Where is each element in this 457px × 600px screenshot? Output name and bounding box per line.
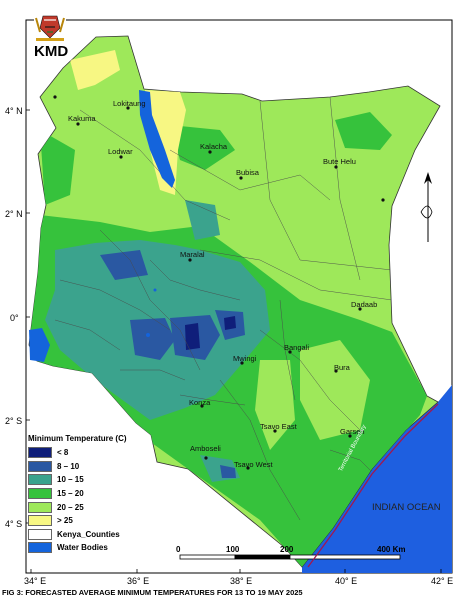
legend-item: > 25: [28, 514, 152, 528]
lake-baringo: [153, 288, 157, 292]
zone-20-25-tsavo: [255, 360, 295, 450]
legend-swatch: [28, 474, 52, 486]
legend-label: Kenya_Counties: [57, 529, 120, 539]
scale-bar: [179, 554, 401, 560]
coat-of-arms-emblem: [34, 12, 66, 42]
town-label-lokitaung: Lokitaung: [113, 99, 146, 108]
legend-swatch: [28, 460, 52, 472]
zone-15-20-north: [170, 125, 235, 170]
north-arrow-icon: [420, 172, 433, 242]
legend-swatch: [28, 542, 52, 554]
legend-label: 20 – 25: [57, 502, 84, 512]
scale-tick-100: 100: [226, 545, 240, 554]
legend-label: < 8: [57, 448, 69, 458]
town-label-bute-helu: Bute Helu: [323, 157, 356, 166]
indian-ocean: [302, 385, 452, 573]
lon-label-38e: 38° E: [230, 576, 253, 586]
lon-label-36e: 36° E: [127, 576, 150, 586]
town-label-garsen: Garsen: [340, 427, 365, 436]
legend-swatch: [28, 501, 52, 513]
town-label-maralal: Maralal: [180, 250, 205, 259]
lat-label-2s: 2° S: [5, 416, 23, 426]
scale-tick-0: 0: [176, 545, 181, 554]
town-label-konza: Konza: [189, 398, 211, 407]
zone-gt25-lake-turkana-east: [145, 90, 186, 195]
legend-label: 8 – 10: [57, 461, 80, 471]
lat-label-2n: 2° N: [5, 209, 23, 219]
town-label-bura: Bura: [334, 363, 350, 372]
legend-swatch: [28, 447, 52, 459]
town-label-mwingi: Mwingi: [233, 354, 257, 363]
lake-naivasha: [146, 333, 150, 337]
legend-item: 15 – 20: [28, 487, 152, 501]
scale-tick-200: 200: [280, 545, 294, 554]
legend-label: 15 – 20: [57, 489, 84, 499]
town-label-dadaab: Dadaab: [351, 300, 378, 309]
legend-swatch: [28, 528, 52, 540]
zone-8-10-mau: [130, 318, 175, 360]
legend-swatch: [28, 488, 52, 500]
figure-caption: FIG 3: FORECASTED AVERAGE MINIMUM TEMPER…: [2, 588, 303, 597]
legend-item: 20 – 25: [28, 500, 152, 514]
lon-label-34e: 34° E: [24, 576, 47, 586]
legend-swatch: [28, 515, 52, 527]
lat-label-4s: 4° S: [5, 519, 23, 529]
lat-label-0: 0°: [10, 313, 19, 323]
agency-label: KMD: [34, 43, 69, 60]
zone-20-25-east: [300, 340, 370, 440]
zone-lt8-aberdares: [185, 323, 200, 350]
zone-lt8-mtkenya: [224, 316, 236, 330]
town-label-tsavo-west: Tsavo West: [234, 460, 273, 469]
lake-turkana: [139, 90, 175, 188]
town-label-amboseli: Amboseli: [190, 444, 221, 453]
legend-item: Kenya_Counties: [28, 528, 152, 542]
legend-label: 10 – 15: [57, 475, 84, 485]
graticule-ticks: [26, 109, 442, 573]
zone-10-15-north: [185, 200, 220, 240]
scale-tick-400: 400 Km: [377, 545, 406, 554]
zone-8-10-south: [220, 465, 236, 478]
legend-label: Water Bodies: [57, 543, 108, 553]
legend-item: 8 – 10: [28, 460, 152, 474]
zone-gt25-northwest: [70, 50, 120, 90]
legend-item: < 8: [28, 446, 152, 460]
town-label-lodwar: Lodwar: [108, 147, 133, 156]
town-label-tsavo-east: Tsavo East: [260, 422, 297, 431]
ocean-label: INDIAN OCEAN: [372, 502, 441, 513]
zone-15-20-west: [40, 130, 75, 205]
territorial-boundary-line: [307, 403, 439, 568]
lon-label-42e: 42° E: [431, 576, 454, 586]
lake-victoria: [29, 328, 50, 362]
zone-15-20-northeast: [335, 112, 392, 150]
lon-label-40e: 40° E: [335, 576, 358, 586]
town-label-bubisa: Bubisa: [236, 168, 259, 177]
legend: Minimum Temperature (C) < 8 8 – 10 10 – …: [28, 434, 152, 555]
legend-item: 10 – 15: [28, 473, 152, 487]
town-label-bangali: Bangali: [284, 343, 310, 352]
legend-item: Water Bodies: [28, 541, 152, 555]
town-label-kalacha: Kalacha: [200, 142, 228, 151]
kenya-counties: [54, 96, 393, 521]
town-label-kakuma: Kakuma: [68, 114, 96, 123]
lat-label-4n: 4° N: [5, 106, 23, 116]
legend-label: > 25: [57, 516, 73, 526]
legend-title: Minimum Temperature (C): [28, 434, 127, 443]
town-dots: [53, 95, 385, 470]
